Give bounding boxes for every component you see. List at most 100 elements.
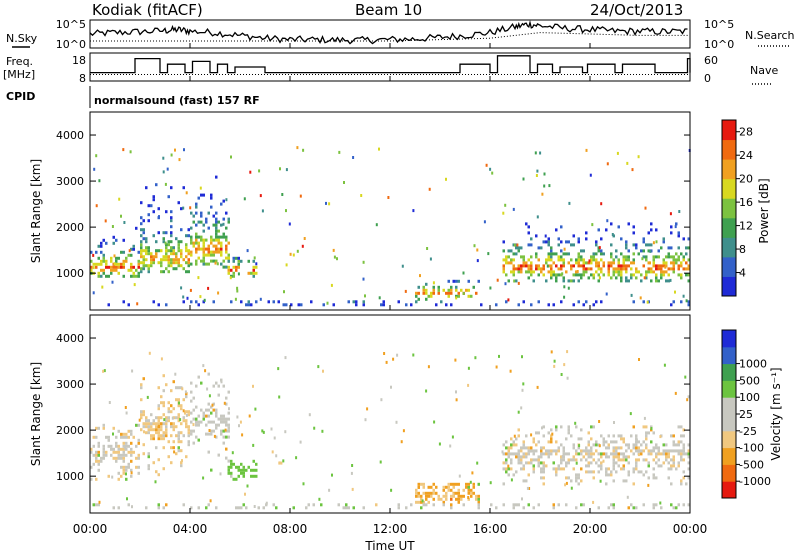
power-cell: [672, 270, 675, 274]
velocity-cell: [117, 506, 120, 510]
power-cell: [215, 244, 218, 248]
power-cell: [645, 273, 648, 277]
power-scatter-cell: [563, 295, 566, 299]
velocity-cell: [115, 444, 118, 448]
power-cell: [640, 273, 643, 277]
velocity-cell: [515, 452, 518, 456]
power-cell: [195, 235, 198, 239]
power-cell: [607, 273, 610, 277]
velocity-cell: [612, 434, 615, 438]
velocity-cell: [540, 452, 543, 456]
power-cell: [512, 258, 515, 262]
power-cell: [255, 271, 258, 275]
velocity-cell: [605, 452, 608, 456]
velocity-scatter-cell: [396, 353, 399, 357]
power-cell: [192, 244, 195, 248]
power-scatter-cell: [544, 234, 547, 238]
velocity-cell: [635, 446, 638, 450]
power-cell: [632, 252, 635, 256]
power-cell: [580, 273, 583, 277]
velocity-cell: [682, 458, 685, 462]
velocity-cell: [555, 467, 558, 471]
power-cell: [672, 261, 675, 265]
xlabel: Time UT: [364, 539, 415, 553]
velocity-scatter-cell: [674, 391, 677, 395]
power-cell: [655, 267, 658, 271]
power-cell: [247, 303, 250, 307]
velocity-cell: [670, 458, 673, 462]
power-cell: [140, 234, 143, 238]
power-cell: [595, 264, 598, 268]
power-cell: [195, 205, 198, 209]
power-scatter-cell: [234, 297, 237, 301]
power-cell: [190, 253, 193, 257]
velocity-scatter-cell: [317, 365, 320, 369]
power-scatter-cell: [576, 270, 579, 273]
velocity-cell: [512, 452, 515, 456]
power-cell: [592, 255, 595, 259]
power-cell: [665, 255, 668, 259]
power-cell: [220, 241, 223, 245]
velocity-cell: [217, 453, 220, 457]
power-scatter-cell: [283, 290, 285, 294]
power-cell: [507, 255, 510, 259]
power-cell: [685, 252, 688, 256]
velocity-scatter-cell: [467, 383, 470, 387]
velocity-cell: [447, 485, 450, 489]
power-cell: [662, 270, 665, 274]
velocity-cell: [557, 449, 560, 453]
power-cell: [595, 261, 598, 265]
power-cell: [117, 265, 120, 269]
power-cell: [232, 274, 235, 278]
power-cell: [225, 235, 228, 239]
velocity-cell: [147, 452, 150, 456]
velocity-cell: [515, 455, 518, 459]
velocity-cell: [200, 420, 203, 424]
velocity-cell: [615, 455, 618, 459]
velocity-cell: [442, 500, 445, 504]
velocity-cell: [510, 461, 513, 465]
power-cell: [645, 276, 648, 280]
velocity-colorbar-label: Velocity [m s⁻¹]: [769, 367, 783, 460]
power-cell: [457, 291, 460, 295]
velocity-cell: [645, 470, 648, 474]
power-cell: [620, 267, 623, 271]
velocity-cell: [537, 431, 540, 435]
velocity-cell: [672, 434, 675, 438]
power-cell: [190, 241, 193, 245]
velocity-cell: [182, 416, 185, 420]
power-cell: [610, 255, 613, 259]
power-scatter-cell: [598, 246, 601, 250]
power-cell: [675, 261, 678, 265]
velocity-scatter-cell: [262, 430, 265, 434]
velocity-cell: [662, 449, 665, 453]
power-scatter-cell: [360, 194, 363, 197]
power-cell: [187, 264, 190, 268]
velocity-cell: [415, 500, 418, 504]
velocity-cell: [687, 461, 690, 465]
power-scatter-cell: [237, 272, 240, 276]
power-scatter-cell: [568, 201, 571, 205]
power-cell: [647, 231, 650, 235]
velocity-cell: [180, 404, 183, 408]
power-scatter-cell: [428, 187, 431, 191]
velocity-cell: [505, 440, 508, 444]
power-cell: [600, 237, 603, 241]
velocity-cell: [622, 452, 625, 456]
power-scatter-cell: [216, 262, 219, 266]
velocity-cell: [635, 467, 638, 471]
velocity-cell: [187, 434, 190, 438]
velocity-cell: [140, 413, 143, 417]
velocity-cell: [617, 455, 620, 459]
power-cell: [567, 240, 570, 244]
velocity-cell: [540, 467, 543, 471]
velocity-scatter-cell: [489, 481, 492, 485]
power-cell: [175, 267, 178, 271]
velocity-cell: [462, 494, 465, 498]
velocity-cell: [467, 482, 470, 486]
power-cell: [222, 265, 225, 269]
velocity-cell: [192, 417, 195, 421]
power-cell: [167, 261, 170, 265]
power-cell: [515, 267, 518, 271]
power-scatter-cell: [674, 290, 676, 294]
